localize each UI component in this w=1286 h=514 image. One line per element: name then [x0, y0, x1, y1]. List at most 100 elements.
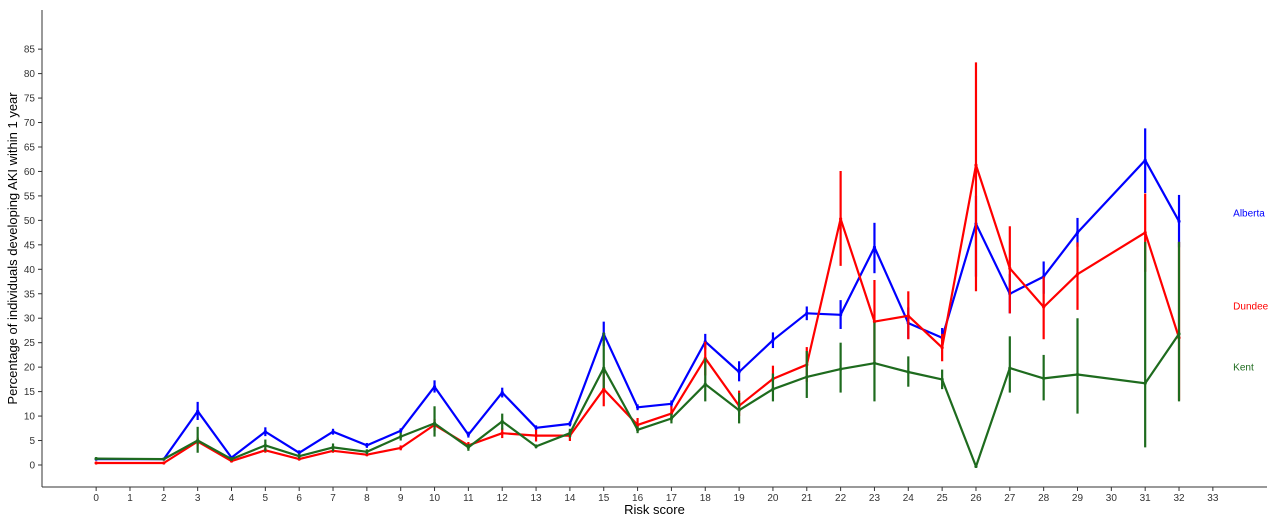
plot-area [94, 62, 1181, 469]
y-tick-label: 10 [24, 412, 36, 423]
data-point-kent [1177, 332, 1181, 336]
data-point-kent [94, 457, 98, 461]
data-point-kent [432, 421, 437, 425]
y-tick-label: 65 [24, 142, 36, 153]
y-axis-title: Percentage of individuals developing AKI… [5, 92, 20, 405]
x-tick-label: 15 [598, 493, 610, 504]
data-point-kent [162, 457, 166, 461]
data-point-alberta [839, 313, 843, 317]
data-point-alberta [771, 338, 775, 342]
y-tick-label: 25 [24, 338, 36, 349]
data-point-kent [1143, 381, 1147, 385]
x-tick-label: 26 [970, 493, 982, 504]
data-point-alberta [737, 370, 741, 374]
y-tick-label: 35 [24, 289, 36, 300]
x-tick-label: 2 [161, 493, 167, 504]
x-tick-label: 8 [364, 493, 370, 504]
x-tick-label: 1 [127, 493, 133, 504]
data-point-kent [1075, 372, 1080, 377]
x-tick-label: 16 [632, 493, 644, 504]
data-point-alberta [263, 430, 267, 434]
data-point-kent [771, 387, 775, 391]
data-point-alberta [1177, 219, 1181, 223]
x-tick-label: 0 [93, 493, 99, 504]
data-point-dundee [162, 461, 166, 465]
data-point-kent [466, 445, 470, 449]
x-tick-label: 12 [497, 493, 509, 504]
data-point-kent [974, 464, 978, 469]
data-point-kent [602, 366, 606, 370]
data-point-dundee [602, 387, 606, 391]
data-point-dundee [635, 423, 640, 427]
line-kent [96, 333, 1180, 468]
data-point-alberta [432, 385, 437, 389]
data-point-kent [399, 435, 403, 439]
data-point-alberta [534, 426, 538, 430]
data-point-kent [229, 457, 234, 461]
line-alberta [96, 159, 1180, 461]
data-point-kent [906, 370, 910, 374]
x-tick-label: 31 [1140, 493, 1152, 504]
data-point-dundee [839, 217, 843, 221]
y-tick-label: 80 [24, 69, 36, 80]
data-point-alberta [1143, 158, 1147, 162]
x-tick-label: 14 [564, 493, 576, 504]
data-point-dundee [1143, 231, 1147, 235]
data-point-alberta [805, 311, 809, 315]
series-alberta [94, 128, 1181, 461]
series-label-alberta: Alberta [1233, 209, 1265, 220]
data-point-alberta [365, 443, 369, 448]
y-tick-label: 40 [24, 265, 36, 276]
y-tick-label: 50 [24, 216, 36, 227]
series-labels: Alberta Dundee Kent [1233, 209, 1268, 374]
data-point-alberta [331, 430, 335, 434]
series-label-kent: Kent [1233, 363, 1254, 374]
y-tick-label: 15 [24, 387, 36, 398]
y-tick-label: 70 [24, 118, 36, 129]
data-point-kent [297, 454, 301, 458]
y-tick-label: 0 [29, 460, 35, 471]
y-tick-label: 55 [24, 191, 36, 202]
x-tick-label: 33 [1207, 493, 1219, 504]
data-point-kent [534, 444, 538, 448]
data-point-kent [872, 361, 877, 365]
x-tick-label: 13 [530, 493, 542, 504]
x-tick-label: 19 [734, 493, 746, 504]
data-point-dundee [500, 431, 504, 435]
x-tick-label: 9 [398, 493, 404, 504]
data-point-dundee [974, 163, 978, 167]
x-tick-label: 32 [1173, 493, 1185, 504]
data-point-alberta [196, 409, 200, 413]
series-kent [94, 241, 1181, 469]
y-tick-label: 45 [24, 240, 36, 251]
x-tick-label: 3 [195, 493, 201, 504]
data-point-dundee [906, 314, 910, 318]
x-tick-label: 4 [229, 493, 235, 504]
data-point-kent [196, 438, 200, 443]
x-tick-label: 6 [296, 493, 302, 504]
data-point-kent [1042, 376, 1046, 380]
x-tick-label: 18 [700, 493, 712, 504]
data-point-dundee [534, 434, 538, 438]
x-tick-label: 24 [903, 493, 915, 504]
y-tick-label: 85 [24, 45, 36, 56]
x-tick-label: 22 [835, 493, 847, 504]
y-tick-label: 20 [24, 363, 36, 374]
y-tick-label: 60 [24, 167, 36, 178]
y-tick-label: 30 [24, 314, 36, 325]
x-tick-label: 21 [801, 493, 813, 504]
x-tick-label: 20 [767, 493, 779, 504]
x-tick-label: 28 [1038, 493, 1050, 504]
data-point-alberta [635, 405, 640, 409]
data-point-kent [365, 450, 369, 454]
data-point-dundee [399, 446, 403, 450]
series-label-dundee: Dundee [1233, 301, 1268, 312]
x-tick-label: 10 [429, 493, 441, 504]
data-point-alberta [1075, 231, 1080, 235]
data-point-alberta [568, 422, 572, 426]
data-point-kent [669, 416, 674, 421]
x-tick-label: 23 [869, 493, 881, 504]
